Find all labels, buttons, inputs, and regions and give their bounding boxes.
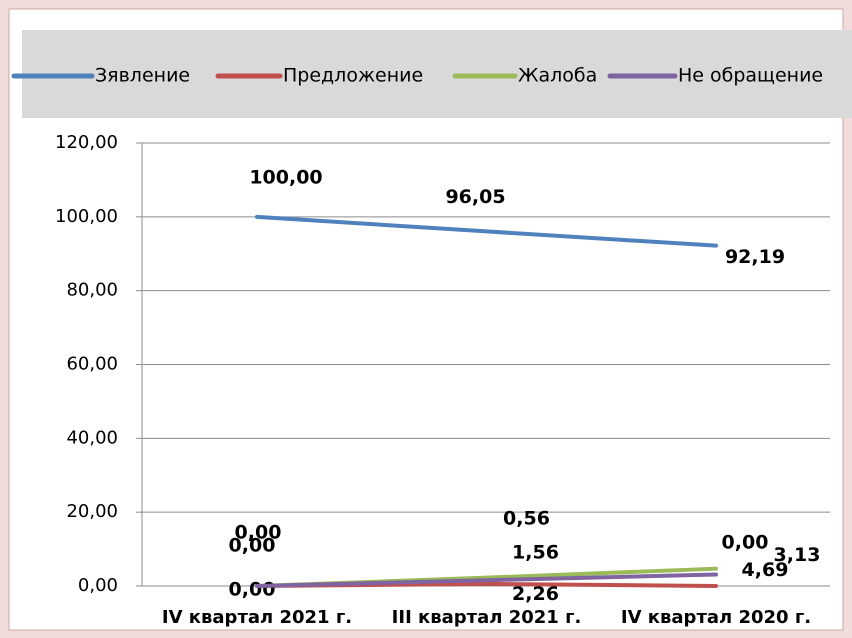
legend-box — [22, 30, 852, 118]
x-tick-label: IV квартал 2021 г. — [162, 607, 352, 628]
legend-label: Зявление — [95, 65, 190, 87]
x-tick-label: III квартал 2021 г. — [392, 607, 582, 628]
data-label: 100,00 — [249, 166, 322, 188]
data-label: 0,00 — [229, 579, 276, 601]
data-label: 92,19 — [725, 246, 785, 268]
y-tick-label: 60,00 — [66, 354, 118, 375]
legend-label: Жалоба — [518, 65, 597, 87]
data-label: 0,56 — [503, 507, 550, 529]
y-tick-label: 40,00 — [66, 427, 118, 448]
data-label: 1,56 — [512, 542, 559, 564]
data-label: 0,00 — [235, 522, 282, 544]
series-line — [255, 214, 718, 248]
y-tick-label: 20,00 — [66, 501, 118, 522]
y-tick-label: 80,00 — [66, 280, 118, 301]
data-label: 2,26 — [512, 583, 559, 605]
data-label: 0,00 — [722, 532, 769, 554]
series-line — [255, 572, 718, 588]
y-tick-label: 120,00 — [55, 132, 118, 153]
data-label: 3,13 — [774, 544, 821, 566]
y-tick-label: 100,00 — [55, 206, 118, 227]
data-label: 0,00 — [229, 535, 276, 557]
legend-label: Не обращение — [678, 65, 823, 87]
x-tick-label: IV квартал 2020 г. — [621, 607, 811, 628]
data-label: 96,05 — [445, 186, 505, 208]
y-tick-label: 0,00 — [78, 575, 118, 596]
data-label: 4,69 — [742, 559, 789, 581]
legend-label: Предложение — [283, 65, 423, 87]
